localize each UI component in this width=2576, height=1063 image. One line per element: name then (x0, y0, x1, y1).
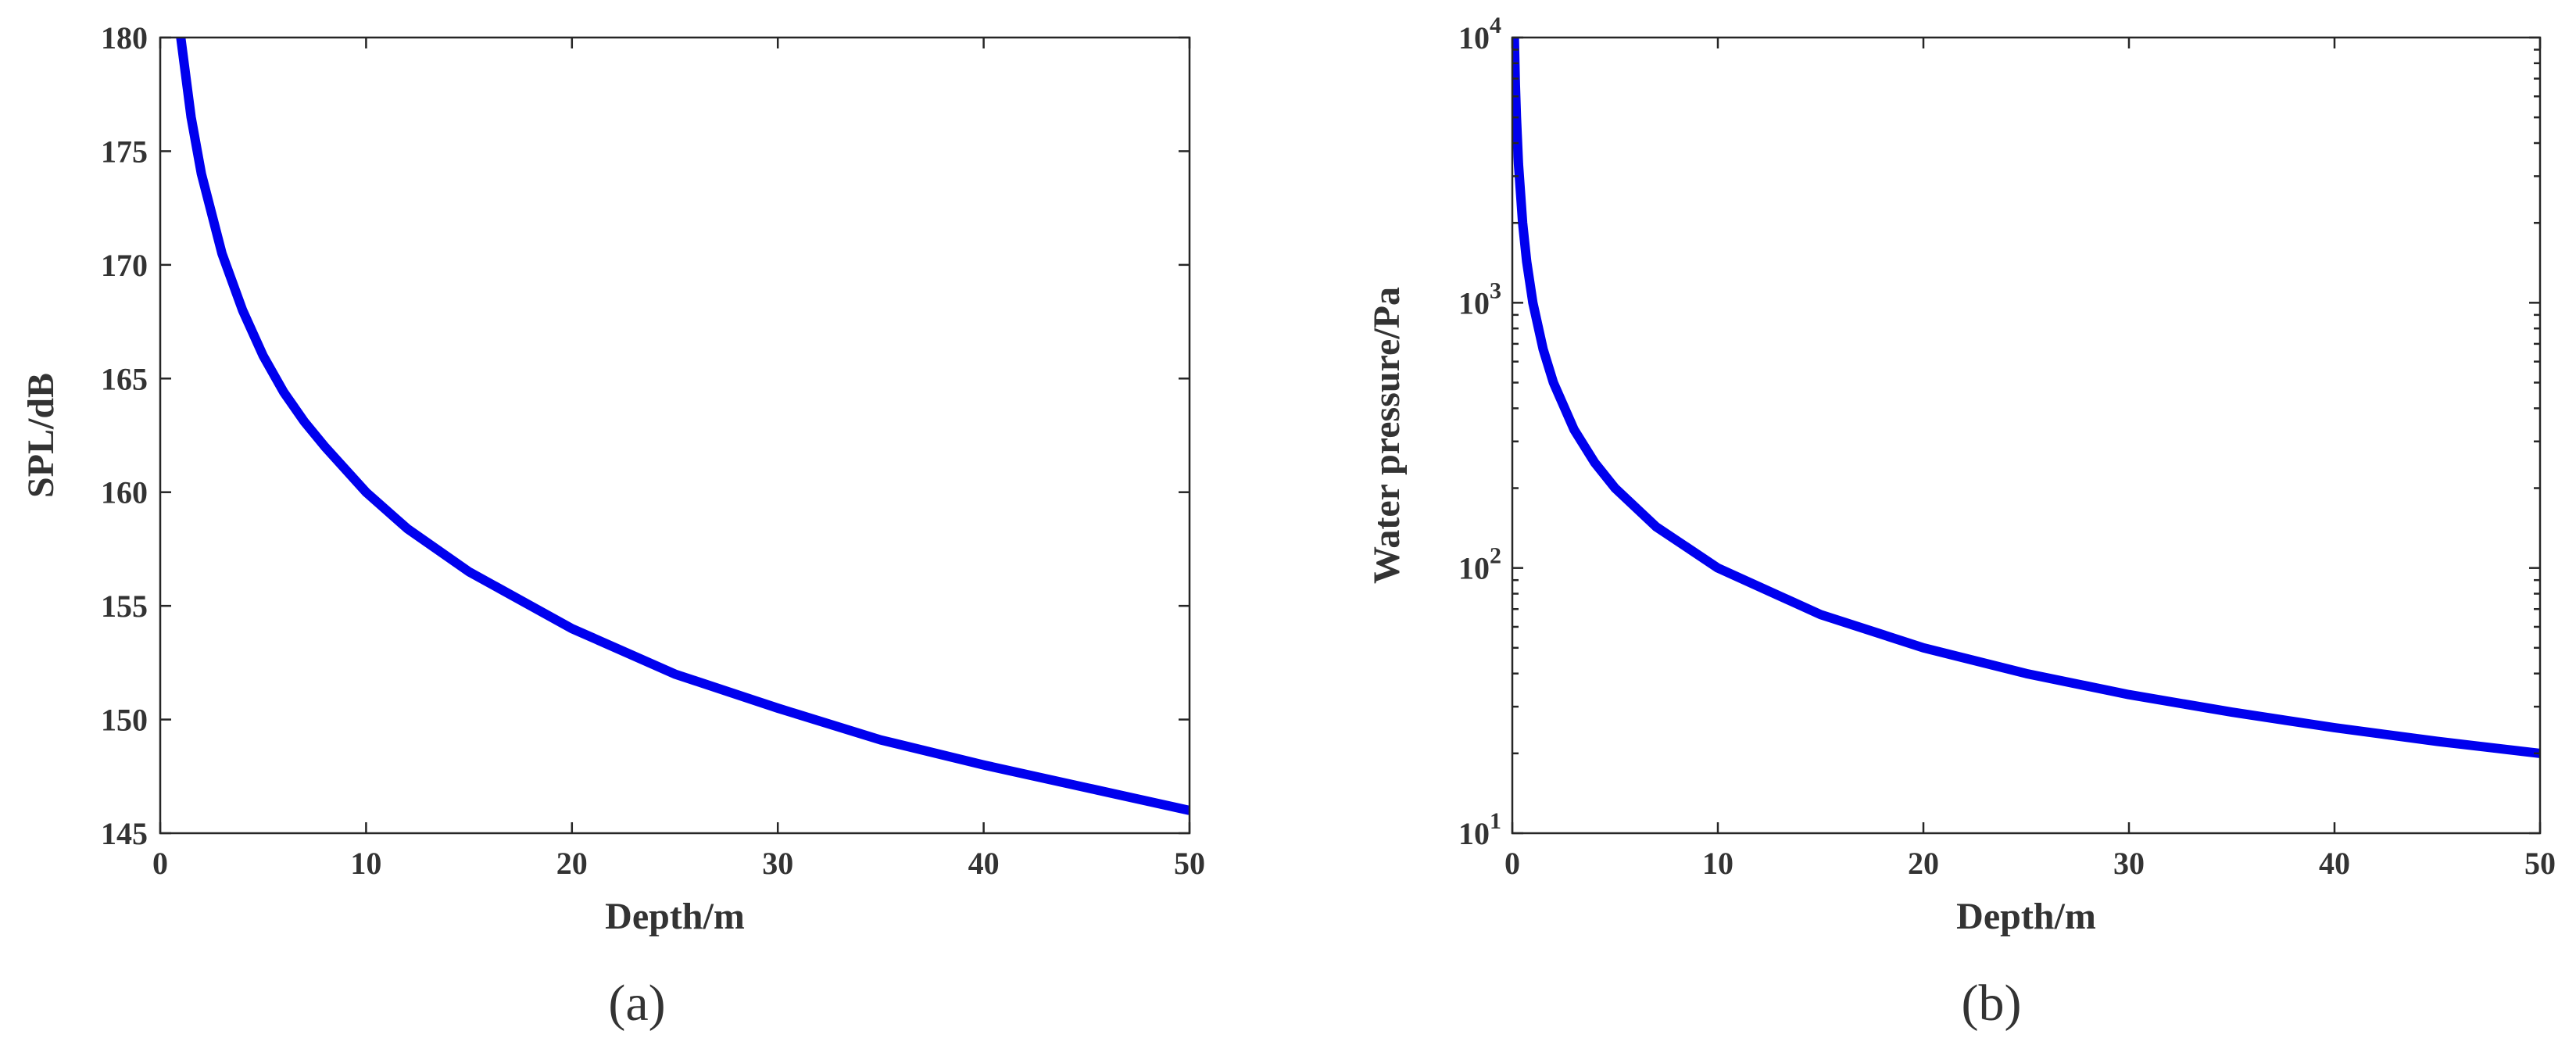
y-tick-label: 155 (101, 589, 148, 624)
x-tick-label: 40 (2319, 846, 2350, 881)
panel-label: (a) (608, 975, 665, 1032)
y-tick-label: 160 (101, 475, 148, 510)
plot-frame (159, 36, 1191, 835)
x-tick-label: 20 (1908, 846, 1939, 881)
x-tick-label: 30 (2113, 846, 2145, 881)
y-tick-label: 104 (1458, 13, 1501, 55)
y-tick-label: 180 (101, 20, 148, 55)
x-tick-label: 10 (1702, 846, 1733, 881)
x-tick-label: 30 (762, 846, 793, 881)
x-tick-label: 0 (1504, 846, 1520, 881)
y-axis-label: Water pressure/Pa (1366, 287, 1408, 584)
plot-frame (1511, 36, 2542, 835)
x-tick-label: 40 (968, 846, 1000, 881)
panel-label: (b) (1962, 975, 2022, 1032)
x-tick-label: 50 (1174, 846, 1205, 881)
y-tick-label: 150 (101, 703, 148, 738)
x-tick-label: 50 (2524, 846, 2556, 881)
y-tick-label: 170 (101, 248, 148, 283)
series-line-1 (176, 38, 1190, 815)
x-tick-label: 0 (152, 846, 168, 881)
y-tick-label: 175 (101, 134, 148, 169)
y-tick-label: 101 (1458, 808, 1501, 851)
x-axis-label: Depth/m (1956, 896, 2096, 937)
y-axis-label: SPL/dB (20, 373, 62, 498)
chart-panel-1: 0 10 20 30 40 50 145 150 155 160 165 170 175 180 Depth… (20, 20, 1205, 1032)
x-tick-label: 10 (350, 846, 381, 881)
x-axis-label: Depth/m (605, 896, 745, 937)
x-tick-label: 20 (556, 846, 588, 881)
y-tick-label: 103 (1458, 277, 1501, 320)
y-tick-label: 165 (101, 361, 148, 396)
y-tick-label: 145 (101, 816, 148, 851)
chart-panel-2: 0 10 20 30 40 50 101 102 103 104 Depth/m Water pres… (1366, 13, 2556, 1032)
series-line-1 (1512, 38, 2540, 758)
y-tick-label: 102 (1458, 543, 1501, 586)
